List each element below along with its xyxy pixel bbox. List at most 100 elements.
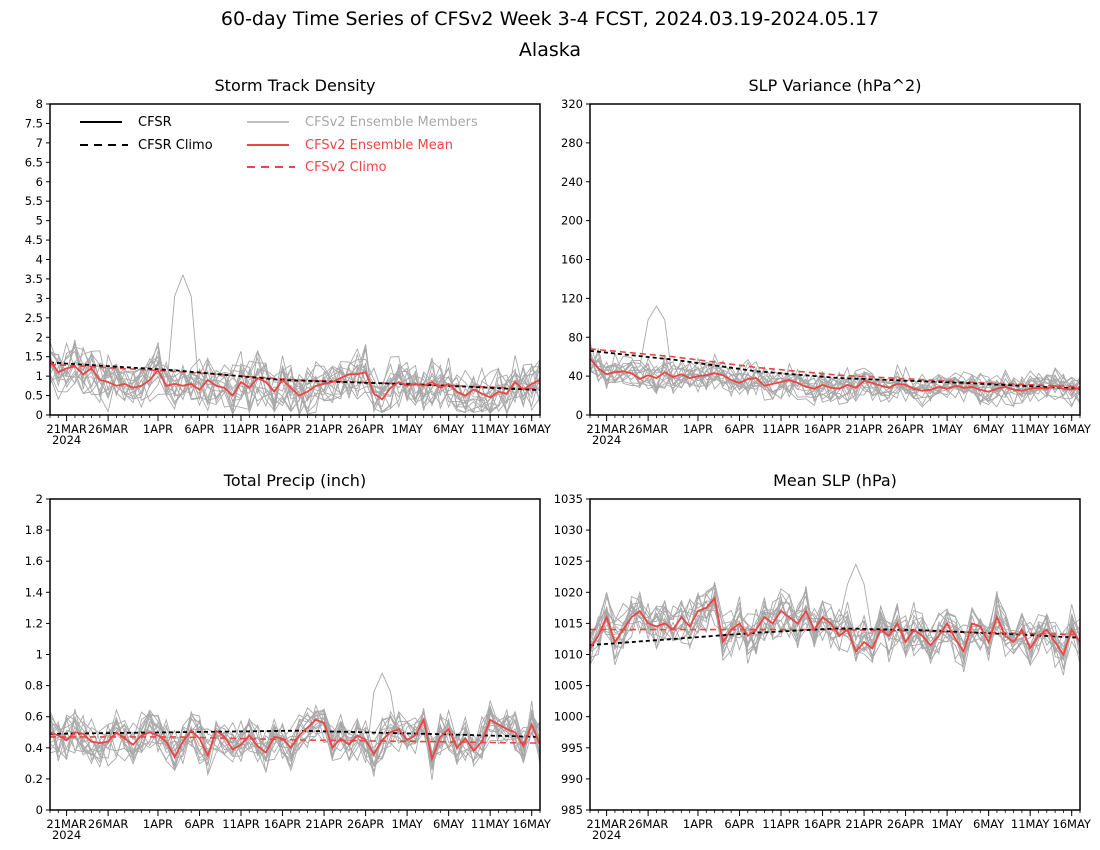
y-tick-label: 8: [36, 97, 43, 111]
x-tick-label: 21APR: [845, 817, 882, 831]
x-tick-label: 1MAY: [391, 817, 423, 831]
x-tick-label: 21MAR: [586, 422, 626, 436]
x-tick-label: 11APR: [762, 422, 799, 436]
ensemble-member-line: [589, 585, 1081, 662]
plot-frame: [49, 498, 541, 811]
ensemble-member-line: [589, 352, 1081, 401]
panel-title: Mean SLP (hPa): [773, 471, 897, 490]
y-tick-label: 6: [36, 175, 43, 189]
ensemble-member-line: [589, 582, 1081, 664]
y-tick-label: 1015: [554, 616, 583, 630]
ensemble-mean-line: [589, 358, 1081, 393]
legend-label-cfsv2-climo: CFSv2 Climo: [305, 160, 387, 175]
x-tick-label: 26MAR: [88, 817, 128, 831]
x-tick-label: 26MAR: [88, 422, 128, 436]
y-tick-label: 1.6: [25, 554, 43, 568]
x-tick-label: 11APR: [222, 817, 259, 831]
x-tick-label: 6APR: [184, 422, 214, 436]
panel-mean-slp: Mean SLP (hPa) 985 990 995 1000 1005 1010 1015…: [554, 471, 1092, 842]
ensemble-member-line: [49, 353, 541, 415]
x-tick-label: 21MAR: [586, 817, 626, 831]
y-tick-label: 5.5: [25, 194, 43, 208]
x-tick-label: 6APR: [724, 422, 754, 436]
ensemble-member-line: [49, 342, 541, 414]
ensemble-member-line: [49, 341, 541, 414]
x-tick-label: 16APR: [264, 817, 301, 831]
y-tick-label: 7.5: [25, 116, 43, 130]
x-tick-label: 21APR: [305, 817, 342, 831]
x-tick-label: 16MAY: [512, 422, 552, 436]
x-tick-label: 6MAY: [973, 422, 1005, 436]
y-tick-label: 0.2: [25, 772, 43, 786]
legend-label-members: CFSv2 Ensemble Members: [305, 115, 478, 130]
y-tick-label: 4.5: [25, 233, 43, 247]
y-tick-label: 0.5: [25, 389, 43, 403]
panel-title: SLP Variance (hPa^2): [749, 76, 922, 95]
x-tick-label: 16APR: [264, 422, 301, 436]
y-tick-label: 240: [561, 175, 583, 189]
y-tick-label: 1025: [554, 554, 583, 568]
panel-storm-track-density: Storm Track Density 0 0.5 1 1.5 2 2.5 3 3.5 4 4.5…: [25, 76, 552, 447]
y-tick-label: 1.8: [25, 523, 43, 537]
ensemble-member-line: [589, 592, 1081, 669]
x-tick-label: 16APR: [804, 817, 841, 831]
panel-title: Storm Track Density: [215, 76, 376, 95]
y-tick-label: 0: [576, 408, 583, 422]
panel-slp-variance: SLP Variance (hPa^2) 0 40 80 120 160 200 240 28…: [561, 76, 1092, 447]
x-tick-label: 26MAR: [628, 422, 668, 436]
ensemble-member-line: [589, 342, 1081, 406]
y-tick-label: 2: [36, 492, 43, 506]
legend-label-cfsr: CFSR: [138, 115, 172, 130]
y-tick-label: 0: [36, 408, 43, 422]
x-year-label: 2024: [52, 828, 81, 842]
y-tick-label: 160: [561, 253, 583, 267]
y-tick-label: 990: [561, 772, 583, 786]
ensemble-member-line: [589, 591, 1081, 676]
ensemble-mean-line: [49, 717, 541, 762]
x-tick-label: 6MAY: [433, 422, 465, 436]
y-tick-label: 1035: [554, 492, 583, 506]
x-tick-label: 16APR: [804, 422, 841, 436]
x-tick-label: 6MAY: [973, 817, 1005, 831]
ensemble-member-line: [589, 356, 1081, 403]
x-tick-label: 16MAY: [512, 817, 552, 831]
figure-title: 60-day Time Series of CFSv2 Week 3-4 FCS…: [221, 8, 879, 30]
x-tick-label: 21MAR: [46, 422, 86, 436]
x-tick-label: 16MAY: [1052, 817, 1092, 831]
ensemble-mean-line: [589, 596, 1081, 657]
x-tick-label: 21APR: [305, 422, 342, 436]
x-tick-label: 1MAY: [931, 422, 963, 436]
x-tick-label: 16MAY: [1052, 422, 1092, 436]
ensemble-member-line: [49, 709, 541, 777]
y-tick-label: 0: [36, 803, 43, 817]
y-tick-label: 40: [568, 369, 583, 383]
x-tick-label: 26APR: [347, 817, 384, 831]
y-tick-label: 3.5: [25, 272, 43, 286]
panel-total-precip: Total Precip (inch) 0 0.2 0.4 0.6 0.8 1 1.2 1.4…: [25, 471, 552, 842]
x-tick-label: 11MAY: [471, 422, 511, 436]
x-tick-label: 26APR: [887, 422, 924, 436]
cfsv2-climo-line: [50, 736, 541, 744]
ensemble-member-line: [589, 588, 1081, 669]
x-tick-label: 1MAY: [931, 817, 963, 831]
y-tick-label: 1030: [554, 523, 583, 537]
legend: CFSR CFSR Climo CFSv2 Ensemble Members C…: [80, 115, 478, 175]
ensemble-mean-line: [49, 360, 541, 401]
y-tick-label: 1.2: [25, 616, 43, 630]
x-year-label: 2024: [592, 828, 621, 842]
y-tick-label: 2: [36, 330, 43, 344]
y-tick-label: 280: [561, 136, 583, 150]
x-tick-label: 1MAY: [391, 422, 423, 436]
y-tick-label: 1.5: [25, 350, 43, 364]
x-tick-label: 26MAR: [628, 817, 668, 831]
x-tick-label: 26APR: [347, 422, 384, 436]
y-tick-label: 2.5: [25, 311, 43, 325]
x-tick-label: 1APR: [683, 817, 713, 831]
figure-subtitle: Alaska: [519, 39, 581, 61]
y-tick-label: 1: [36, 369, 43, 383]
x-tick-label: 1APR: [683, 422, 713, 436]
y-tick-label: 1.4: [25, 585, 43, 599]
ensemble-member-line: [49, 343, 541, 416]
x-tick-label: 11APR: [222, 422, 259, 436]
